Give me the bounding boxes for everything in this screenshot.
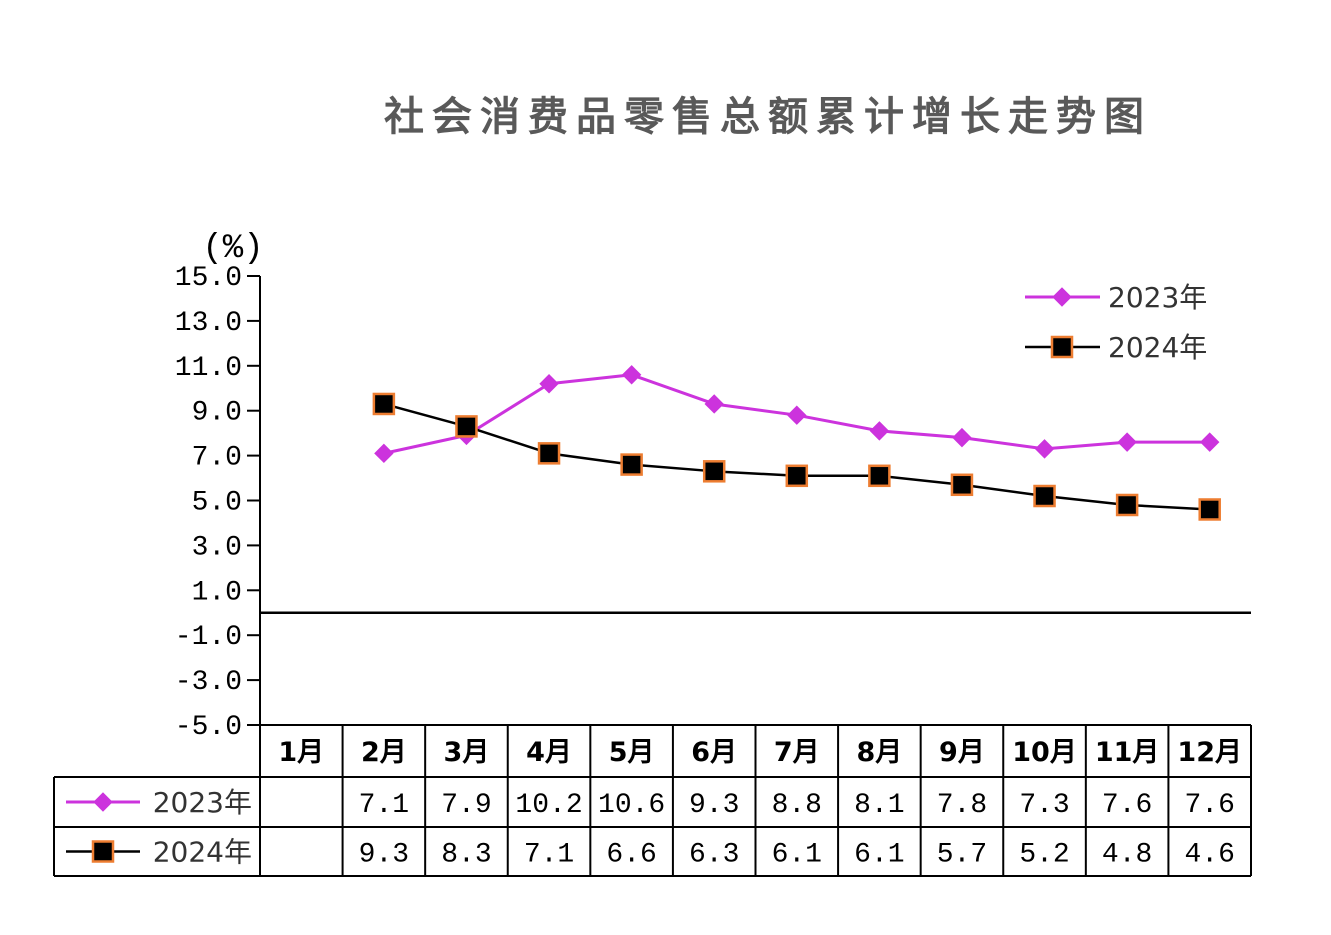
x-category-label: 7月 (774, 737, 820, 768)
legend-marker (1052, 287, 1072, 307)
table-cell-value: 4.8 (1102, 840, 1152, 871)
table-cell-value: 9.3 (359, 840, 409, 871)
table-row-label: 2023年 (153, 786, 252, 819)
x-category-label: 9月 (939, 737, 985, 768)
series-1-data-point (621, 365, 642, 385)
table-cell-value: 8.1 (854, 790, 904, 821)
table-row-series-2: 2024年 9.3 8.3 7.1 6.6 6.3 6.1 6.1 5.7 5.2 4.8 4.6 (66, 836, 1235, 871)
table-cell-value: 6.3 (689, 840, 739, 871)
table-cell-value: 7.6 (1184, 790, 1234, 821)
y-tick-label: 13.0 (175, 308, 242, 339)
y-tick-label: -1.0 (175, 622, 242, 653)
series-1-data-point (787, 405, 807, 425)
series-1-data-point (704, 394, 724, 414)
x-category-label: 2月 (361, 737, 407, 768)
table-cell-value: 10.6 (598, 790, 665, 821)
x-category-label: 6月 (691, 737, 737, 768)
x-category-label: 8月 (856, 737, 902, 768)
y-tick-label: 9.0 (192, 398, 242, 429)
series-2-data-point (868, 464, 891, 488)
table-cell-value: 6.1 (854, 840, 904, 871)
table-cell-value: 8.8 (772, 790, 822, 821)
y-tick-label: 3.0 (192, 532, 242, 563)
x-category-label: 4月 (526, 737, 572, 768)
table-row-series-1: 2023年 7.1 7.9 10.2 10.6 9.3 8.8 8.1 7.8 7.3 7.6 7.6 (66, 786, 1235, 821)
x-category-label: 11月 (1095, 737, 1160, 768)
series-1-data-point (539, 374, 559, 394)
series-2-data-point (455, 415, 478, 438)
y-tick-label: 1.0 (192, 577, 242, 608)
table-cell-value: 4.6 (1184, 840, 1234, 871)
table-row-label: 2024年 (153, 836, 252, 869)
legend-label: 2023年 (1108, 281, 1207, 314)
table-cell-value: 7.8 (937, 790, 987, 821)
y-axis-unit-label: (%) (202, 230, 263, 268)
series-2-data-point (1198, 498, 1221, 521)
chart-title: 社会消费品零售总额累计增长走势图 (384, 94, 1152, 140)
x-category-label: 1月 (278, 737, 324, 768)
x-category-label: 10月 (1012, 737, 1077, 768)
y-tick-label: 11.0 (175, 353, 242, 384)
plot-area (260, 365, 1251, 614)
series-2-data-point (620, 453, 643, 476)
series-1-data-point (374, 443, 394, 464)
table-cell-value: 7.6 (1102, 790, 1152, 821)
series-2-data-point (372, 392, 396, 416)
table-cell-value: 7.1 (524, 840, 574, 871)
legend-marker (1050, 335, 1074, 359)
series-2-data-point (1115, 493, 1139, 517)
y-axis: 15.0 13.0 11.0 9.0 7.0 5.0 3.0 1.0 -1.0 -3.0 -5.0 (175, 263, 261, 876)
x-category-label: 12月 (1177, 737, 1242, 768)
table-cell-value: 6.6 (606, 840, 656, 871)
series-2-data-point (537, 442, 561, 465)
series-2-data-point (950, 473, 974, 497)
table-cell-value: 10.2 (515, 790, 582, 821)
series-2-data-point (785, 464, 809, 488)
legend: 2023年 2024年 (1025, 281, 1207, 364)
x-category-label: 3月 (444, 737, 490, 768)
table-cell-value: 7.1 (359, 790, 409, 821)
series-1-data-point (952, 427, 972, 448)
table-cell-value: 7.3 (1019, 790, 1069, 821)
series-1-data-point (1200, 432, 1220, 452)
table-row-legend-marker (91, 840, 115, 863)
table-cell-value: 6.1 (772, 840, 822, 871)
legend-label: 2024年 (1108, 331, 1207, 364)
table-cell-value: 5.2 (1019, 840, 1069, 871)
legend-item-2: 2024年 (1025, 331, 1207, 364)
y-tick-label: 7.0 (192, 443, 242, 474)
series-1-data-point (1034, 439, 1055, 459)
table-cell-value: 8.3 (441, 840, 491, 871)
series-2-data-point (702, 460, 726, 483)
table-cell-value: 5.7 (937, 840, 987, 871)
y-tick-label: -3.0 (175, 667, 242, 698)
series-2-data-point (1033, 484, 1056, 508)
table-cell-value: 7.9 (441, 790, 491, 821)
y-tick-label: 5.0 (192, 488, 242, 519)
y-tick-label: -5.0 (175, 712, 242, 743)
legend-item-1: 2023年 (1025, 281, 1207, 314)
y-tick-label: 15.0 (175, 263, 242, 294)
table-cell-value: 9.3 (689, 790, 739, 821)
data-table: 1月 2月 3月 4月 5月 6月 7月 8月 9月 10月 11月 12月 2023年 7.1 7.9 10… (53, 724, 1252, 877)
series-1-data-point (1117, 432, 1137, 452)
series-1-data-point (869, 421, 890, 441)
table-row-legend-marker (93, 792, 113, 812)
x-category-label: 5月 (609, 737, 655, 768)
